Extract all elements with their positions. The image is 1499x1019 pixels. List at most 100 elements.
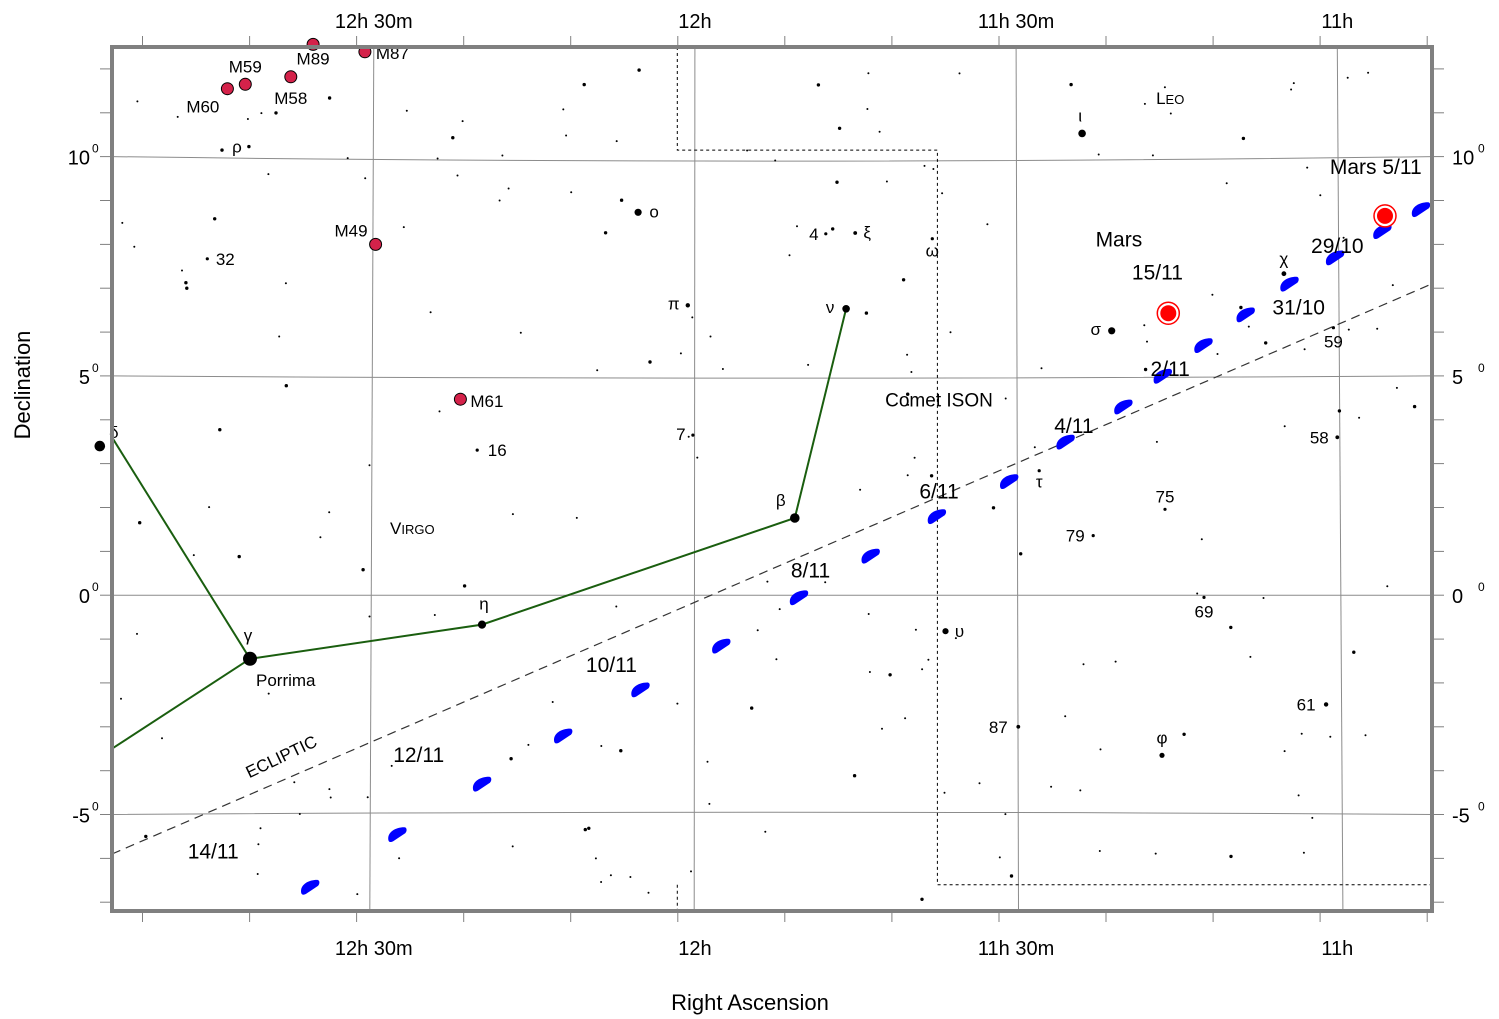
background-stars [120, 68, 1417, 901]
field-star [1364, 734, 1367, 737]
field-star [274, 111, 278, 115]
star [1281, 271, 1287, 277]
field-star [1290, 88, 1293, 91]
field-star [910, 371, 913, 373]
field-star [1297, 794, 1300, 797]
field-star [527, 743, 530, 746]
field-star [511, 845, 514, 848]
field-star [1143, 367, 1148, 372]
field-star [1069, 82, 1073, 87]
field-star [259, 827, 262, 830]
comet-position [554, 728, 573, 744]
field-star [1004, 397, 1007, 400]
field-star [1196, 592, 1199, 595]
constellation-label-initial: V [390, 519, 402, 538]
field-star [1412, 404, 1417, 409]
star-label: τ [1036, 473, 1043, 492]
field-star [1143, 324, 1146, 327]
y-tick-suffix-right: 0 [1478, 800, 1485, 814]
field-star [885, 180, 888, 183]
field-star [648, 360, 652, 364]
y-tick-label-left: 10 [68, 148, 90, 170]
star-label: 75 [1156, 487, 1175, 506]
star [1335, 435, 1340, 440]
field-star [867, 613, 870, 615]
field-star [1211, 293, 1214, 296]
field-star [144, 834, 148, 839]
x-tick-label-bottom: 11h [1321, 938, 1353, 960]
dec-grid-line [112, 375, 1432, 379]
field-star [461, 120, 464, 123]
comet-date-label: 4/11 [1054, 415, 1093, 438]
field-star [619, 749, 623, 753]
star-label: 32 [216, 250, 235, 269]
field-star [429, 311, 432, 314]
field-star [1099, 748, 1102, 751]
field-star [570, 191, 573, 194]
field-star [904, 717, 907, 720]
star-label: γ [244, 626, 253, 645]
star-label: 4 [809, 225, 818, 244]
field-star [986, 223, 989, 226]
field-star [914, 628, 917, 631]
field-star [436, 157, 439, 160]
star [824, 232, 828, 236]
messier-label: M61 [470, 392, 503, 411]
star-proper-name: Porrima [256, 671, 316, 690]
field-star [1264, 341, 1268, 345]
field-star [319, 536, 322, 539]
comet-position [1373, 224, 1392, 240]
field-star [1249, 655, 1252, 658]
field-star [218, 428, 222, 432]
field-star [991, 506, 996, 510]
star-label: φ [1156, 728, 1167, 747]
comet-date-label: 6/11 [919, 481, 958, 504]
field-star [954, 637, 957, 640]
comet-date-label: 31/10 [1272, 297, 1325, 320]
field-star [835, 180, 839, 184]
star-label: 7 [676, 425, 685, 444]
field-star [647, 891, 650, 894]
field-star [1033, 446, 1036, 449]
field-star [1346, 76, 1349, 79]
field-star [1004, 813, 1007, 816]
y-tick-label-right: 5 [1452, 367, 1463, 389]
field-star [213, 217, 217, 221]
field-star [721, 368, 724, 370]
field-star [498, 199, 501, 202]
comet-position [1000, 474, 1019, 490]
field-star [1151, 154, 1154, 157]
field-star [920, 897, 924, 901]
field-star [1143, 102, 1146, 105]
field-star [433, 614, 436, 616]
star [691, 433, 695, 437]
x-tick-label-bottom: 12h [678, 938, 711, 960]
field-star [775, 658, 778, 661]
comet-position [301, 879, 320, 895]
field-star [927, 658, 930, 661]
field-star [583, 827, 587, 832]
field-star [328, 511, 331, 514]
mars-date-label: Mars [1096, 229, 1143, 252]
field-star [136, 100, 139, 103]
field-star [619, 198, 624, 202]
comet-position [1194, 338, 1213, 354]
field-star [246, 118, 249, 120]
field-star [1391, 284, 1394, 287]
star [853, 231, 858, 235]
constellation-label-initial: L [1156, 89, 1165, 108]
field-star [1352, 650, 1356, 654]
asterism-line [112, 436, 251, 660]
field-star [696, 456, 699, 459]
field-star [136, 632, 138, 635]
field-star [824, 581, 827, 584]
field-star [629, 876, 632, 878]
comet-date-label: 12/11 [393, 744, 444, 767]
y-axis-title: Declination [10, 331, 35, 440]
messier-object [369, 237, 383, 251]
field-star [511, 513, 514, 516]
y-tick-label-right: 0 [1452, 586, 1463, 608]
field-star [327, 96, 332, 100]
x-tick-label-top: 11h [1321, 11, 1353, 33]
field-star [562, 108, 565, 111]
